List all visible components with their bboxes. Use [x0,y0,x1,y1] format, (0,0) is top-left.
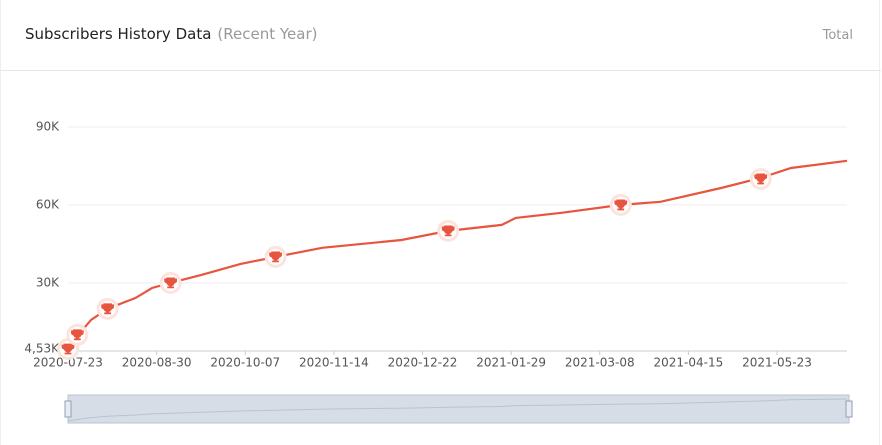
zoom-preview [67,398,848,422]
x-tick-label: 2020-11-14 [299,356,369,370]
x-tick-label: 2021-05-23 [742,356,812,370]
x-tick-label: 2020-10-07 [210,356,280,370]
trophy-icon [164,277,178,289]
trophy-icon [441,225,455,237]
y-tick-label: 60K [36,197,60,211]
x-tick-label: 2020-07-23 [33,356,103,370]
zoom-handle[interactable] [845,400,853,418]
x-tick-label: 2021-01-29 [476,356,546,370]
milestone [96,297,119,320]
x-tick-label: 2021-03-08 [565,356,635,370]
zoom-slider [67,394,850,424]
milestone [159,271,182,294]
title: Subscribers History Data (Recent Year) [25,25,317,43]
total-button[interactable]: Total [822,28,853,43]
milestone [264,245,287,268]
line [67,159,848,350]
trophy-icon [754,173,768,185]
milestone [749,167,772,190]
trophy-icon [614,199,628,211]
x-tick-label: 2020-12-22 [388,356,458,370]
title-text: Subscribers History Data [25,25,212,43]
x-tick-label: 2021-04-15 [654,356,724,370]
trophy-icon [101,303,115,315]
y-tick-label: 90K [36,120,60,134]
y-tick-label: 4,53K [24,342,60,356]
trophy-icon [70,329,84,341]
milestone [66,323,89,346]
header: Subscribers History Data (Recent Year) To… [1,0,881,71]
zoom-handle[interactable] [64,400,72,418]
trophy-icon [61,343,75,355]
subtitle: (Recent Year) [217,25,318,43]
y-tick-label: 30K [36,275,60,289]
milestone [609,193,632,216]
x-tick-label: 2020-08-30 [122,356,192,370]
milestone [437,219,460,242]
trophy-icon [269,251,282,263]
milestone [57,338,79,360]
